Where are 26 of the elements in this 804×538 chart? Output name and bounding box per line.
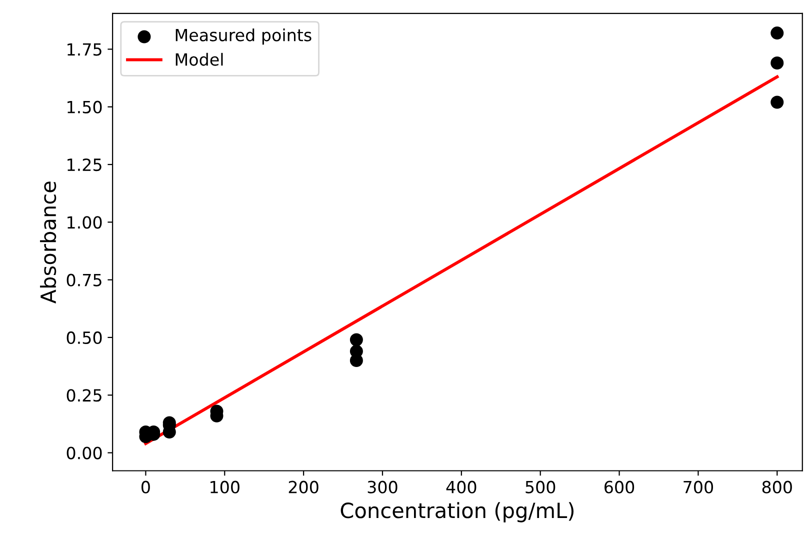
point xyxy=(350,344,363,358)
x-tick-label: 100 xyxy=(210,480,240,494)
y-tick-label: 1.25 xyxy=(68,158,102,172)
point xyxy=(770,96,784,109)
x-tick-label: 0 xyxy=(142,480,150,494)
x-tick-label: 500 xyxy=(526,480,556,494)
point xyxy=(770,56,784,70)
y-tick-label: 0.25 xyxy=(66,389,102,402)
x-tick-label: 200 xyxy=(288,480,318,494)
y-axis-title: Absorbance xyxy=(40,182,56,304)
y-tick-label: 1.75 xyxy=(68,43,102,56)
x-tick-label: 600 xyxy=(604,480,634,494)
y-tick-label: 1.00 xyxy=(68,216,102,229)
x-tick-label: 300 xyxy=(368,480,398,494)
point xyxy=(770,26,784,40)
x-tick-label: 400 xyxy=(446,480,476,494)
y-tick-label: 1.50 xyxy=(68,100,102,114)
x-tick-label: 700 xyxy=(684,480,714,494)
legend-label: Measured points xyxy=(176,28,312,45)
y-tick-label: 0.00 xyxy=(66,446,102,460)
point xyxy=(350,333,363,346)
y-tick-label: 0.75 xyxy=(66,274,102,286)
x-tick-label: 800 xyxy=(762,480,792,494)
y-tick-label: 0.50 xyxy=(66,331,102,344)
legend-label: Model xyxy=(176,52,223,66)
x-axis-title: Concentration (pg/mL) xyxy=(340,502,574,522)
